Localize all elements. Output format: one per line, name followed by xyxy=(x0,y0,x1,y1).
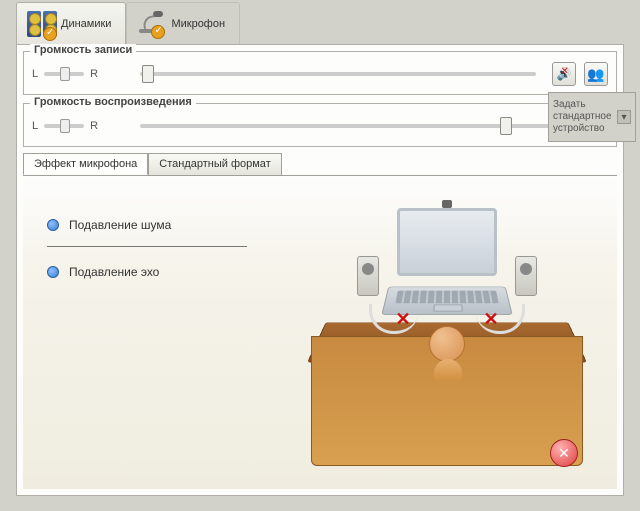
call-disabled-icon: ✕ xyxy=(550,439,578,467)
playback-R-label: R xyxy=(90,120,98,132)
recording-volume-slider[interactable] xyxy=(140,72,536,76)
recording-volume-title: Громкость записи xyxy=(30,44,136,56)
echo-suppression-label: Подавление эхо xyxy=(69,265,159,279)
desk-illustration: ✕ xyxy=(297,186,597,486)
noise-suppression-label: Подавление шума xyxy=(69,218,171,232)
content-area: Подавление шума Подавление эхо ✕ xyxy=(23,175,617,489)
disabled-x-left xyxy=(393,310,413,330)
recording-R-label: R xyxy=(90,68,98,80)
recording-volume-thumb[interactable] xyxy=(142,65,154,83)
speakers-tab[interactable]: Динамики xyxy=(16,2,126,44)
playback-balance: L R xyxy=(32,120,132,132)
playback-volume-group: Громкость воспроизведения L R 🔊 xyxy=(23,103,617,147)
recording-mute-button[interactable]: 🔊 xyxy=(552,62,576,86)
set-default-device-label: Задать стандартное устройство xyxy=(553,99,613,135)
effect-options: Подавление шума Подавление эхо xyxy=(47,212,247,285)
mic-effect-tab[interactable]: Эффект микрофона xyxy=(23,153,148,175)
playback-balance-slider[interactable] xyxy=(44,124,84,128)
right-speaker-icon xyxy=(515,256,537,296)
playback-L-label: L xyxy=(32,120,38,132)
dropdown-arrow-icon: ▾ xyxy=(617,110,631,124)
recording-volume-group: Громкость записи L R 🔊 👥 xyxy=(23,51,617,95)
playback-volume-thumb[interactable] xyxy=(500,117,512,135)
main-panel: Громкость записи L R 🔊 👥 Громкость воспр… xyxy=(16,44,624,496)
microphone-icon xyxy=(135,9,165,39)
microphone-tab-label: Микрофон xyxy=(171,18,225,30)
top-tabs: Динамики Микрофон xyxy=(0,0,640,44)
left-speaker-icon xyxy=(357,256,379,296)
noise-suppression-option[interactable]: Подавление шума xyxy=(47,212,247,238)
mute-icon: 🔊 xyxy=(557,67,572,81)
standard-format-tab[interactable]: Стандартный формат xyxy=(148,153,281,175)
sub-tabs: Эффект микрофона Стандартный формат xyxy=(23,153,617,175)
speakers-icon xyxy=(25,9,55,39)
radio-icon xyxy=(47,266,59,278)
recording-balance-thumb[interactable] xyxy=(60,67,70,81)
playback-balance-thumb[interactable] xyxy=(60,119,70,133)
echo-suppression-option[interactable]: Подавление эхо xyxy=(47,259,247,285)
options-divider xyxy=(47,246,247,247)
radio-icon xyxy=(47,219,59,231)
set-default-device-button[interactable]: Задать стандартное устройство ▾ xyxy=(548,92,636,142)
disabled-x-right xyxy=(481,310,501,330)
recording-share-button[interactable]: 👥 xyxy=(584,62,608,86)
microphone-tab[interactable]: Микрофон xyxy=(126,2,240,44)
standard-format-tab-label: Стандартный формат xyxy=(159,158,270,170)
recording-L-label: L xyxy=(32,68,38,80)
laptop-screen xyxy=(397,208,497,276)
webcam-icon xyxy=(442,200,452,208)
share-icon: 👥 xyxy=(587,66,604,83)
mic-effect-tab-label: Эффект микрофона xyxy=(34,158,137,170)
user-head-icon xyxy=(429,326,465,362)
playback-volume-title: Громкость воспроизведения xyxy=(30,96,196,108)
recording-balance-slider[interactable] xyxy=(44,72,84,76)
speakers-tab-label: Динамики xyxy=(61,18,111,30)
recording-balance: L R xyxy=(32,68,132,80)
playback-volume-slider[interactable] xyxy=(140,124,568,128)
